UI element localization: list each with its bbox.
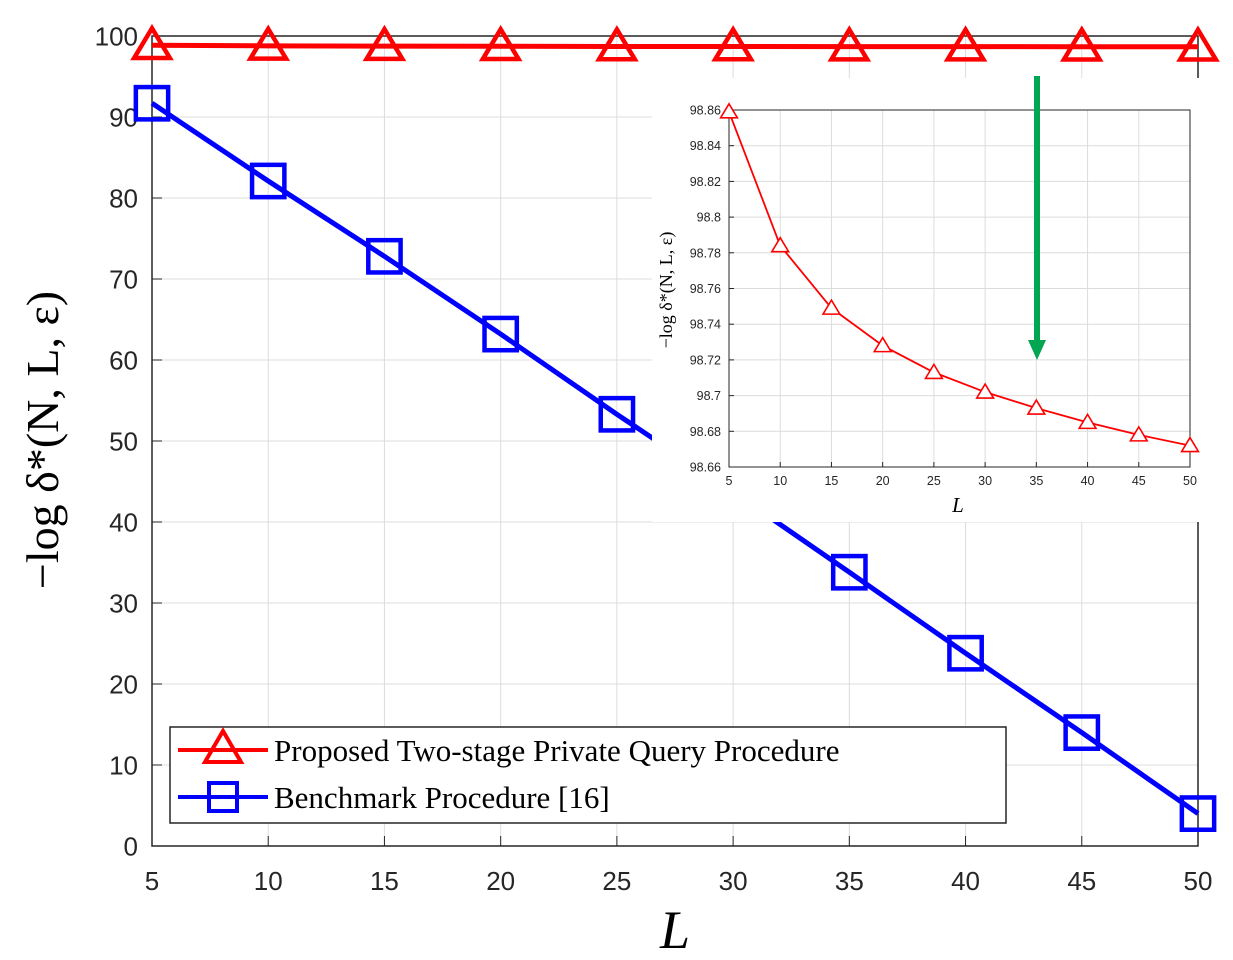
main-triangle-marker bbox=[362, 24, 407, 62]
inset-series bbox=[719, 102, 1200, 453]
main-x-tick-label: 50 bbox=[1184, 866, 1213, 896]
inset-x-tick-label: 35 bbox=[1029, 474, 1043, 488]
main-y-tick-label: 50 bbox=[109, 426, 138, 456]
inset-x-tick-label: 40 bbox=[1081, 474, 1095, 488]
inset-triangle-marker bbox=[975, 382, 995, 399]
annotation-arrow bbox=[1028, 76, 1046, 360]
legend-proposed-label: Proposed Two-stage Private Query Procedu… bbox=[274, 733, 839, 768]
main-triangle-marker bbox=[1176, 25, 1220, 62]
inset-y-tick-label: 98.86 bbox=[690, 104, 721, 118]
inset-triangle-marker bbox=[821, 298, 842, 315]
main-triangle-marker bbox=[478, 24, 523, 62]
main-y-ticks: 0 10 20 30 40 50 60 70 80 90 100 bbox=[95, 21, 162, 861]
legend-benchmark-square-marker bbox=[207, 781, 239, 813]
main-y-tick-label: 40 bbox=[109, 507, 138, 537]
inset-x-axis-label: L bbox=[951, 493, 964, 517]
main-x-tick-label: 30 bbox=[719, 866, 748, 896]
main-square-marker bbox=[1063, 714, 1101, 752]
inset-y-tick-label: 98.66 bbox=[690, 461, 721, 475]
inset-y-tick-label: 98.7 bbox=[697, 389, 721, 403]
inset-x-tick-label: 45 bbox=[1132, 474, 1146, 488]
inset-chart: 98.66 98.68 98.7 98.72 98.74 98.76 98.78 98.8 98… bbox=[652, 78, 1210, 522]
legend-benchmark-label: Benchmark Procedure [16] bbox=[274, 780, 610, 815]
inset-x-tick-label: 10 bbox=[773, 474, 787, 488]
main-y-tick-label: 10 bbox=[109, 750, 138, 780]
main-triangle-marker bbox=[711, 25, 755, 62]
main-triangle-marker bbox=[130, 23, 174, 61]
inset-y-tick-label: 98.76 bbox=[690, 282, 721, 296]
main-y-tick-label: 80 bbox=[109, 183, 138, 213]
legend-entry-benchmark: Benchmark Procedure [16] bbox=[178, 780, 610, 815]
main-x-tick-label: 15 bbox=[370, 866, 399, 896]
main-y-tick-label: 60 bbox=[109, 345, 138, 375]
inset-triangle-marker bbox=[770, 236, 791, 253]
inset-x-tick-label: 15 bbox=[824, 474, 838, 488]
main-x-tick-label: 10 bbox=[254, 866, 283, 896]
inset-y-tick-label: 98.68 bbox=[690, 425, 721, 439]
legend-entry-proposed: Proposed Two-stage Private Query Procedu… bbox=[178, 727, 839, 768]
main-x-axis-label: L bbox=[659, 900, 690, 960]
inset-y-axis-label: −log δ*(N, L, ε) bbox=[656, 232, 677, 349]
inset-x-tick-label: 50 bbox=[1183, 474, 1197, 488]
main-triangle-marker bbox=[1059, 25, 1104, 62]
inset-x-tick-label: 30 bbox=[978, 474, 992, 488]
main-x-tick-label: 40 bbox=[951, 866, 980, 896]
main-x-tick-label: 20 bbox=[486, 866, 515, 896]
main-x-ticks: 5 10 15 20 25 30 35 40 45 50 bbox=[145, 836, 1213, 896]
inset-triangle-marker bbox=[1128, 425, 1149, 442]
inset-y-tick-label: 98.84 bbox=[690, 139, 721, 153]
legend-box bbox=[169, 726, 1007, 824]
inset-x-ticks: 5 10 15 20 25 30 35 40 45 50 bbox=[726, 462, 1197, 488]
main-square-marker bbox=[830, 553, 868, 591]
main-y-tick-label: 30 bbox=[109, 588, 138, 618]
arrow-head bbox=[1028, 340, 1046, 360]
main-x-tick-label: 5 bbox=[145, 866, 159, 896]
inset-triangle-marker bbox=[924, 362, 944, 380]
inset-series-line bbox=[728, 111, 1191, 447]
inset-background bbox=[652, 78, 1210, 522]
inset-triangle-marker bbox=[872, 336, 893, 353]
main-y-tick-label: 0 bbox=[124, 831, 138, 861]
main-x-tick-label: 35 bbox=[835, 866, 864, 896]
main-y-tick-label: 100 bbox=[95, 21, 138, 51]
main-square-marker bbox=[1179, 795, 1217, 833]
inset-y-tick-label: 98.72 bbox=[690, 353, 721, 367]
main-y-tick-label: 20 bbox=[109, 669, 138, 699]
main-x-tick-label: 45 bbox=[1067, 866, 1096, 896]
main-square-marker bbox=[249, 162, 287, 200]
inset-y-tick-label: 98.82 bbox=[690, 175, 721, 189]
inset-y-tick-label: 98.78 bbox=[690, 246, 721, 260]
legend-proposed-triangle-marker bbox=[201, 727, 245, 764]
inset-triangle-marker bbox=[719, 102, 739, 119]
inset-y-ticks: 98.66 98.68 98.7 98.72 98.74 98.76 98.78 98.8 98… bbox=[690, 104, 734, 475]
main-triangle-marker bbox=[595, 25, 639, 62]
main-triangle-marker bbox=[827, 25, 872, 62]
main-y-axis-label: −log δ*(N, L, ε) bbox=[17, 291, 68, 589]
inset-triangle-marker bbox=[1026, 398, 1047, 415]
main-y-tick-label: 90 bbox=[109, 102, 138, 132]
inset-x-tick-label: 25 bbox=[927, 474, 941, 488]
main-series-line bbox=[151, 42, 1199, 50]
main-square-marker bbox=[947, 634, 984, 672]
inset-y-tick-label: 98.8 bbox=[697, 211, 721, 225]
main-square-marker bbox=[482, 315, 520, 353]
inset-triangle-marker bbox=[1180, 436, 1200, 453]
main-y-tick-label: 70 bbox=[109, 264, 138, 294]
inset-x-tick-label: 5 bbox=[726, 474, 733, 488]
main-triangle-marker bbox=[943, 25, 988, 62]
inset-y-tick-label: 98.74 bbox=[690, 318, 721, 332]
main-triangle-marker bbox=[246, 24, 291, 61]
inset-triangle-marker bbox=[1077, 412, 1098, 430]
inset-x-tick-label: 20 bbox=[876, 474, 890, 488]
main-square-marker bbox=[598, 395, 636, 433]
main-square-marker bbox=[133, 84, 171, 122]
main-square-marker bbox=[366, 237, 403, 275]
legend: Proposed Two-stage Private Query Procedu… bbox=[169, 726, 1007, 824]
main-x-tick-label: 25 bbox=[602, 866, 631, 896]
